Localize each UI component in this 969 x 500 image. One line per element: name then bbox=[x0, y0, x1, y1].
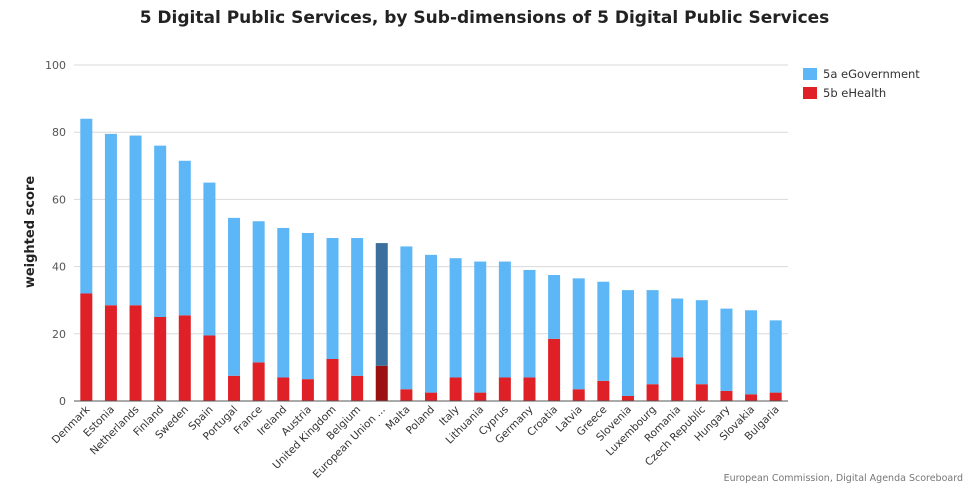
bar-5a-egovernment-italy[interactable] bbox=[449, 258, 462, 378]
bar-5a-egovernment-denmark[interactable] bbox=[80, 118, 93, 294]
bar-5b-ehealth-cyprus[interactable] bbox=[498, 377, 511, 401]
bar-5b-ehealth-malta[interactable] bbox=[400, 389, 413, 401]
bar-5a-egovernment-luxembourg[interactable] bbox=[646, 290, 659, 385]
bar-5a-egovernment-finland[interactable] bbox=[154, 145, 167, 317]
bar-5b-ehealth-belgium[interactable] bbox=[351, 375, 364, 401]
bar-5a-egovernment-austria[interactable] bbox=[301, 233, 314, 380]
bar-5b-ehealth-united-kingdom[interactable] bbox=[326, 359, 339, 401]
bar-5a-egovernment-lithuania[interactable] bbox=[474, 261, 487, 393]
legend-swatch-egovernment bbox=[803, 67, 817, 80]
bar-5a-egovernment-spain[interactable] bbox=[203, 182, 216, 336]
bars bbox=[80, 118, 782, 401]
bar-5a-egovernment-latvia[interactable] bbox=[572, 278, 585, 390]
bar-5b-ehealth-croatia[interactable] bbox=[548, 338, 561, 401]
bar-5a-egovernment-france[interactable] bbox=[252, 221, 265, 363]
legend: 5a eGovernment 5b eHealth bbox=[803, 64, 920, 102]
bar-5b-ehealth-spain[interactable] bbox=[203, 335, 216, 401]
bar-5a-egovernment-sweden[interactable] bbox=[178, 160, 191, 316]
bar-5a-egovernment-slovakia[interactable] bbox=[745, 310, 758, 395]
bar-5b-ehealth-latvia[interactable] bbox=[572, 389, 585, 401]
bar-5a-egovernment-estonia[interactable] bbox=[104, 133, 117, 306]
bar-5a-egovernment-malta[interactable] bbox=[400, 246, 413, 390]
bar-5b-ehealth-slovenia[interactable] bbox=[621, 395, 634, 401]
legend-label-egovernment: 5a eGovernment bbox=[823, 66, 920, 81]
source-credit: European Commission, Digital Agenda Scor… bbox=[723, 473, 963, 484]
y-axis-label: weighted score bbox=[23, 176, 38, 288]
chart-title: 5 Digital Public Services, by Sub-dimens… bbox=[139, 8, 830, 28]
bar-5b-ehealth-czech-republic[interactable] bbox=[695, 384, 708, 401]
y-tick-label: 40 bbox=[52, 261, 66, 274]
bar-5a-egovernment-czech-republic[interactable] bbox=[695, 300, 708, 385]
bar-5b-ehealth-european-union-[interactable] bbox=[375, 365, 388, 401]
legend-item-egovernment[interactable]: 5a eGovernment bbox=[803, 64, 920, 83]
bar-5b-ehealth-sweden[interactable] bbox=[178, 315, 191, 401]
bar-5a-egovernment-cyprus[interactable] bbox=[498, 261, 511, 378]
bar-5b-ehealth-slovakia[interactable] bbox=[745, 394, 758, 401]
bar-5b-ehealth-france[interactable] bbox=[252, 362, 265, 401]
bar-5a-egovernment-germany[interactable] bbox=[523, 269, 536, 378]
x-tick-labels: DenmarkEstoniaNetherlandsFinlandSwedenSp… bbox=[50, 403, 782, 481]
bar-5b-ehealth-poland[interactable] bbox=[425, 392, 437, 401]
bar-5b-ehealth-italy[interactable] bbox=[449, 377, 462, 401]
bar-5a-egovernment-croatia[interactable] bbox=[548, 275, 561, 339]
bar-5a-egovernment-european-union-[interactable] bbox=[375, 243, 388, 366]
bar-5a-egovernment-poland[interactable] bbox=[425, 254, 437, 393]
bar-5b-ehealth-romania[interactable] bbox=[671, 357, 684, 401]
y-tick-label: 80 bbox=[52, 126, 66, 139]
bar-5a-egovernment-bulgaria[interactable] bbox=[769, 320, 782, 393]
bar-5b-ehealth-austria[interactable] bbox=[301, 379, 314, 401]
bar-5b-ehealth-germany[interactable] bbox=[523, 377, 536, 401]
bar-5a-egovernment-slovenia[interactable] bbox=[621, 290, 634, 396]
bar-5b-ehealth-hungary[interactable] bbox=[720, 390, 733, 401]
bar-5b-ehealth-greece[interactable] bbox=[597, 380, 610, 401]
bar-5b-ehealth-lithuania[interactable] bbox=[474, 392, 487, 401]
bar-5a-egovernment-romania[interactable] bbox=[671, 298, 684, 358]
bar-5a-egovernment-portugal[interactable] bbox=[228, 217, 241, 376]
bar-5a-egovernment-united-kingdom[interactable] bbox=[326, 238, 339, 359]
bar-5b-ehealth-luxembourg[interactable] bbox=[646, 384, 659, 401]
y-tick-label: 60 bbox=[52, 193, 66, 206]
y-tick-label: 0 bbox=[59, 395, 66, 408]
y-tick-labels: 0 20 40 60 80 100 bbox=[45, 59, 66, 408]
bar-5b-ehealth-ireland[interactable] bbox=[277, 377, 290, 401]
y-tick-label: 20 bbox=[52, 328, 66, 341]
bar-5a-egovernment-ireland[interactable] bbox=[277, 227, 290, 378]
legend-item-ehealth[interactable]: 5b eHealth bbox=[803, 83, 920, 102]
bar-5b-ehealth-bulgaria[interactable] bbox=[769, 392, 782, 401]
bar-5a-egovernment-belgium[interactable] bbox=[351, 238, 364, 376]
y-tick-label: 100 bbox=[45, 59, 66, 72]
bar-5b-ehealth-portugal[interactable] bbox=[228, 375, 241, 401]
legend-label-ehealth: 5b eHealth bbox=[823, 85, 887, 100]
bar-5a-egovernment-netherlands[interactable] bbox=[129, 135, 142, 306]
bar-5a-egovernment-greece[interactable] bbox=[597, 281, 610, 381]
bar-5b-ehealth-netherlands[interactable] bbox=[129, 305, 142, 401]
legend-swatch-ehealth bbox=[803, 86, 817, 99]
bar-5b-ehealth-finland[interactable] bbox=[154, 317, 167, 401]
bar-5b-ehealth-denmark[interactable] bbox=[80, 293, 93, 401]
bar-5b-ehealth-estonia[interactable] bbox=[104, 305, 117, 401]
bar-5a-egovernment-hungary[interactable] bbox=[720, 308, 733, 391]
